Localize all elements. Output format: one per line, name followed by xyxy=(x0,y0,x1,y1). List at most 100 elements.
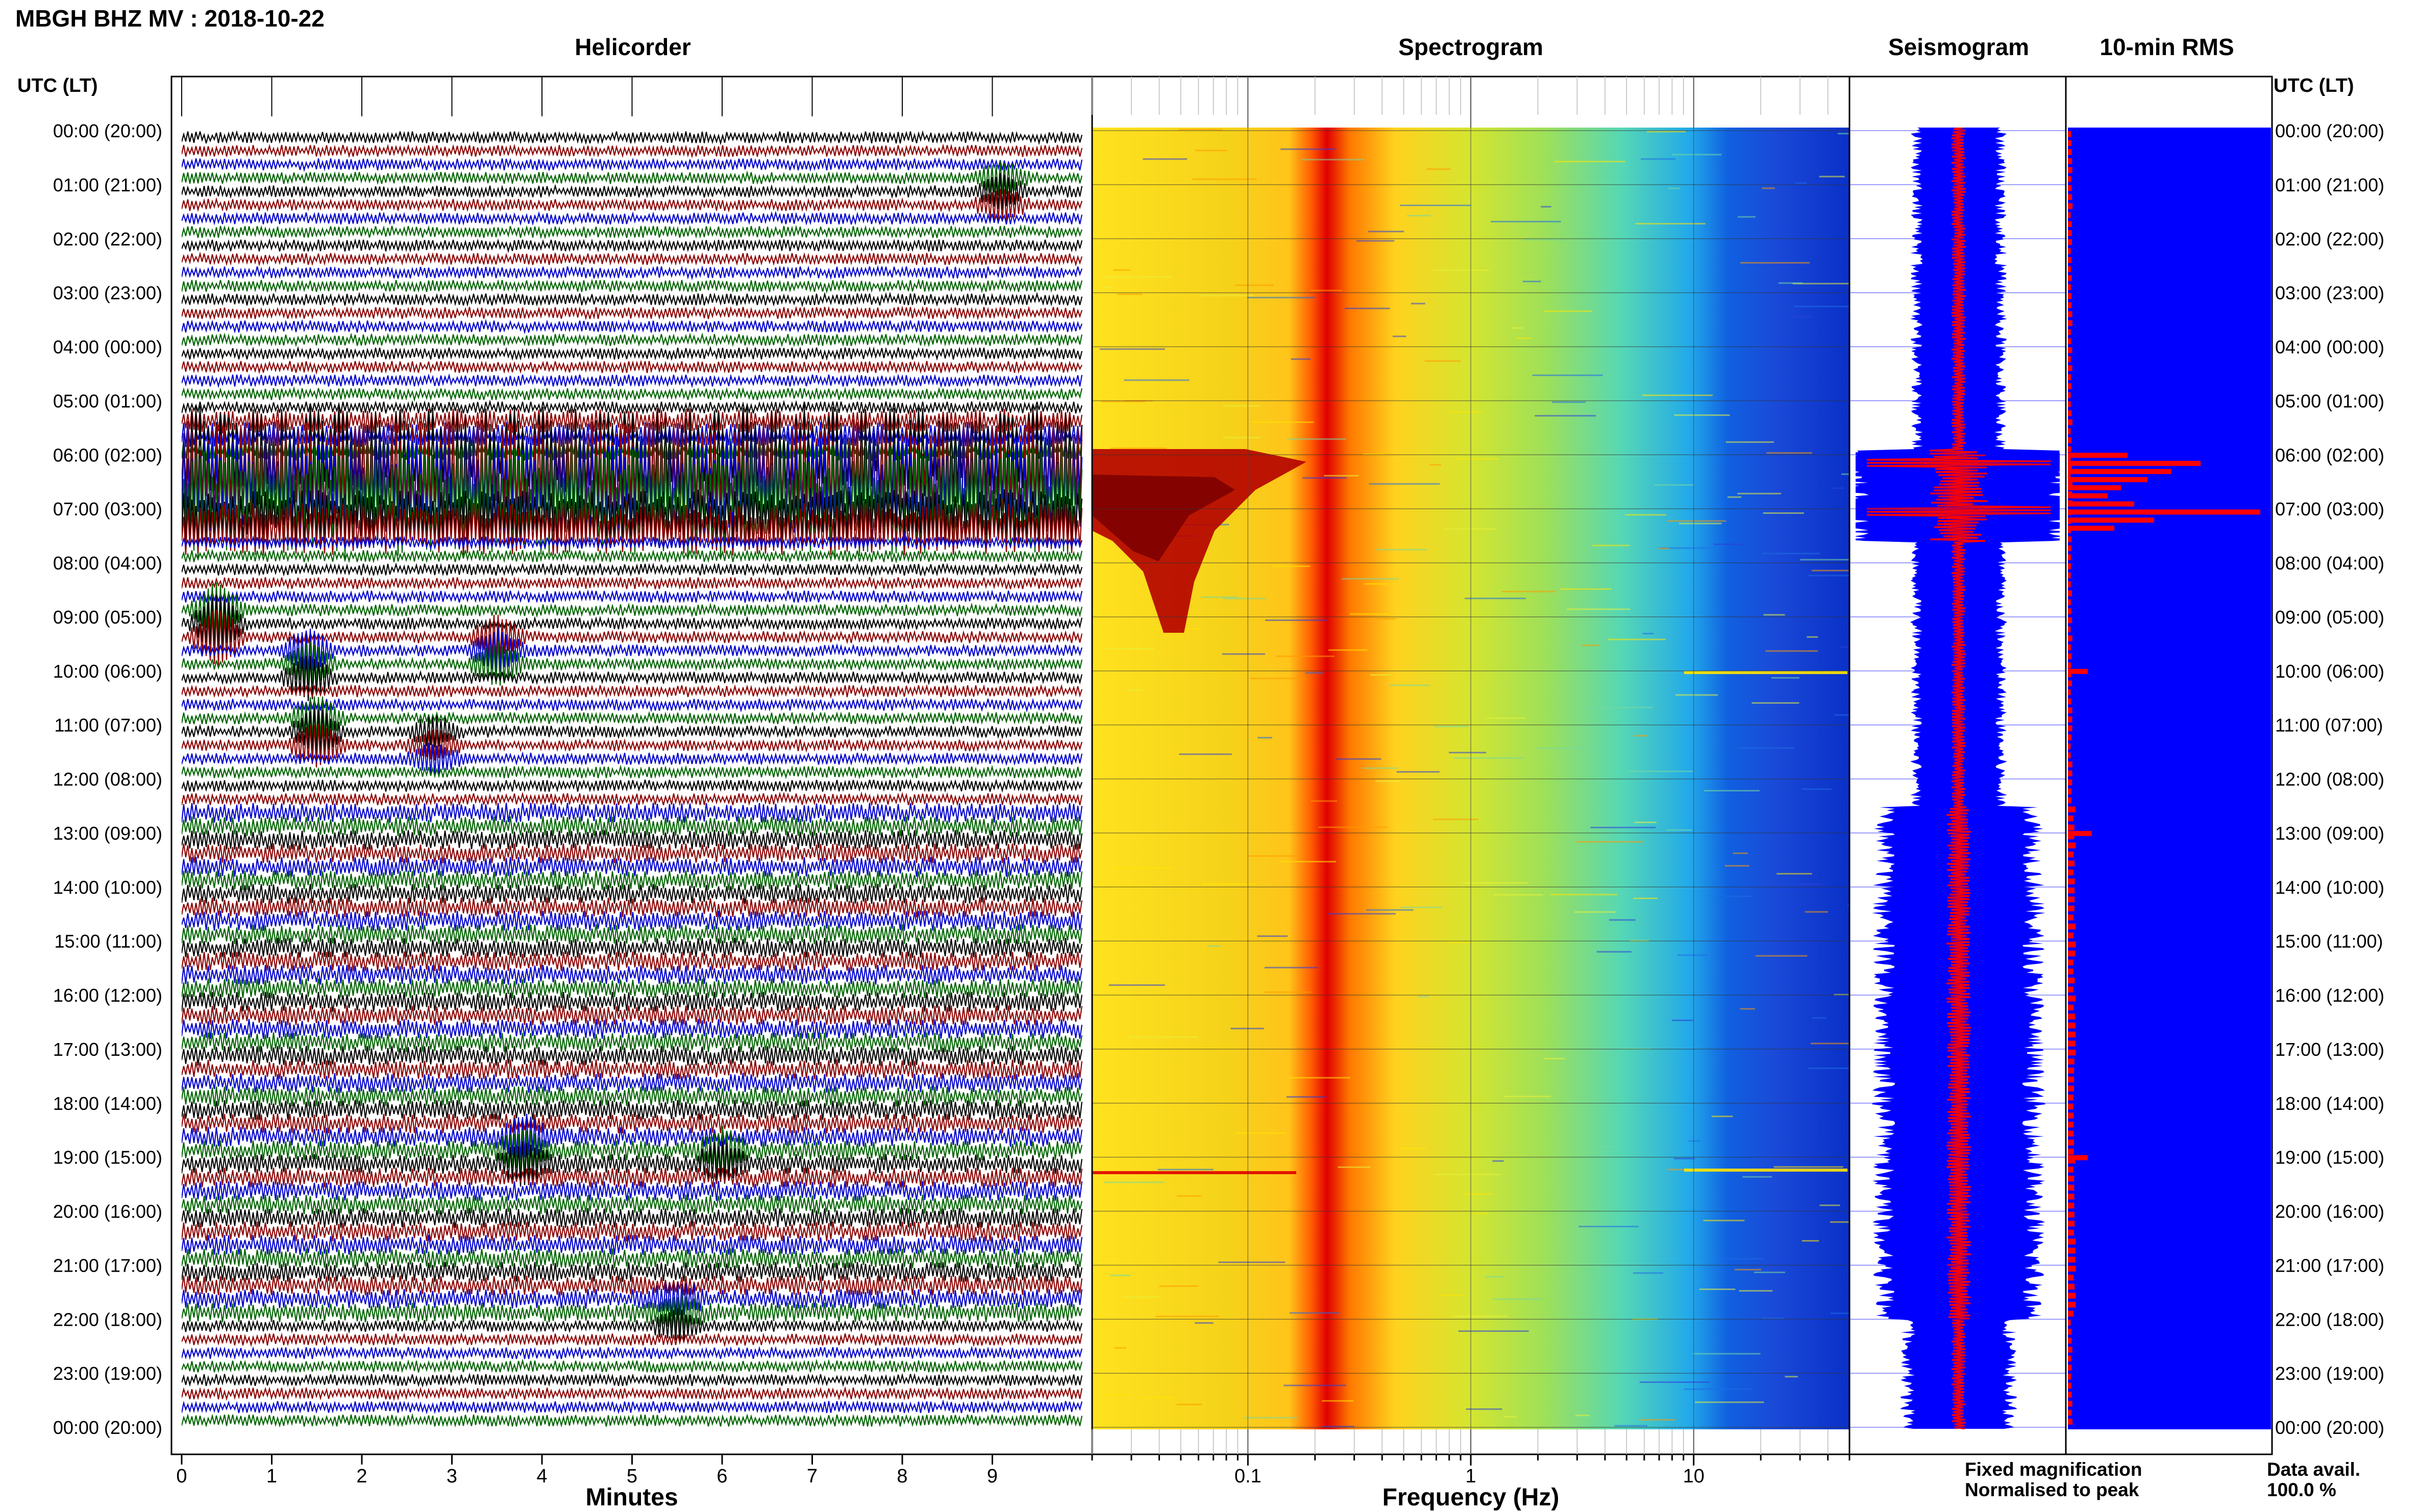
hour-label-right: 00:00 (20:00) xyxy=(2275,120,2384,141)
spectrogram-streak xyxy=(1113,269,1131,271)
spectrogram-streak xyxy=(1464,1193,1493,1195)
rms-bar xyxy=(2068,365,2072,371)
spectrogram-streak xyxy=(1465,598,1526,600)
rms-bar xyxy=(2068,1320,2071,1326)
spectrogram-streak xyxy=(1102,1394,1129,1396)
helicorder-trace-line xyxy=(182,224,1083,240)
spectrogram-streak xyxy=(1830,1221,1866,1223)
rms-bar xyxy=(2068,302,2072,308)
helicorder-trace-line xyxy=(182,640,1083,686)
rms-bar xyxy=(2068,969,2074,975)
spectrogram-streak xyxy=(1406,215,1431,217)
spectrogram-streak xyxy=(1667,1169,1686,1171)
spectrogram-streak xyxy=(1363,453,1385,455)
spectrogram-streaks xyxy=(1092,129,1902,1428)
spectrogram-streak xyxy=(1724,895,1754,897)
spectrogram-streak xyxy=(1762,1317,1784,1319)
spectrogram-streak xyxy=(1103,286,1114,288)
spectrogram-streak xyxy=(1143,158,1188,160)
spectrogram-streak xyxy=(1328,649,1368,651)
hour-label-left: 12:00 (08:00) xyxy=(53,769,162,790)
rms-bar xyxy=(2068,662,2071,668)
helicorder-trace-line xyxy=(182,1399,1083,1415)
spectrogram-streak xyxy=(1202,883,1256,885)
helicorder-trace-line xyxy=(182,1221,1083,1242)
spectrogram-streak xyxy=(1375,549,1427,551)
spectrogram-streak xyxy=(1155,1316,1220,1318)
hour-label-right: 23:00 (19:00) xyxy=(2275,1363,2384,1384)
spectrogram-streak xyxy=(1345,307,1390,309)
spectrogram-streak xyxy=(1396,771,1440,773)
spectrogram-streak xyxy=(1492,1298,1542,1300)
hour-label-left: 00:00 (20:00) xyxy=(53,120,162,141)
helicorder-tick-label: 1 xyxy=(266,1466,277,1487)
spectrogram-streak xyxy=(1462,882,1528,884)
spectrogram-streak xyxy=(1432,269,1489,271)
rms-bar xyxy=(2068,698,2071,705)
helicorder-tick-label: 8 xyxy=(897,1466,907,1487)
rms-bar xyxy=(2068,176,2071,182)
spectrogram-streak xyxy=(1199,294,1254,296)
helicorder-trace-line xyxy=(182,1373,1083,1388)
spectrogram-streak xyxy=(1585,706,1653,708)
spectrogram-streak xyxy=(1633,897,1658,899)
spectrogram-streak xyxy=(1740,262,1810,264)
helicorder-trace-line xyxy=(182,291,1083,307)
rms-bar xyxy=(2068,284,2071,290)
hour-label-left: 00:00 (20:00) xyxy=(53,1417,162,1438)
rms-title: 10-min RMS xyxy=(2100,34,2234,60)
rms-bar xyxy=(2068,1409,2072,1416)
spectrogram-streak xyxy=(1375,780,1400,782)
rms-bar xyxy=(2068,617,2072,624)
spectrogram-streak xyxy=(1599,1146,1614,1148)
rms-bar xyxy=(2068,914,2074,921)
helicorder-trace-line xyxy=(182,1294,1083,1333)
helicorder-trace-line xyxy=(182,1059,1083,1080)
rms-bar xyxy=(2068,1004,2074,1011)
spectrogram-streak xyxy=(1301,159,1364,161)
rms-bar xyxy=(2068,608,2071,614)
hour-label-right: 15:00 (11:00) xyxy=(2275,931,2383,952)
helicorder-trace-line xyxy=(182,857,1083,877)
spectrogram-streak xyxy=(1235,284,1274,286)
spectrogram-streak xyxy=(1671,1020,1693,1022)
spectrogram-streak xyxy=(1739,1290,1773,1292)
hour-label-right: 16:00 (12:00) xyxy=(2275,985,2384,1006)
spectrogram-streak xyxy=(1544,310,1592,312)
hour-label-left: 19:00 (15:00) xyxy=(53,1147,162,1168)
hour-label-right: 02:00 (22:00) xyxy=(2275,229,2384,250)
helicorder-trace-line xyxy=(182,130,1083,145)
hour-label-left: 15:00 (11:00) xyxy=(55,931,162,952)
spectrogram-streak xyxy=(1349,613,1390,615)
spectrogram-streak xyxy=(1275,655,1335,657)
spectrogram-streak xyxy=(1503,1416,1517,1418)
rms-bar xyxy=(2068,356,2071,362)
rms-bar xyxy=(2068,446,2071,453)
rms-bar xyxy=(2068,392,2071,399)
spectrogram-streak xyxy=(1251,421,1314,423)
hour-label-left: 22:00 (18:00) xyxy=(53,1309,162,1330)
rms-bar xyxy=(2068,1148,2074,1155)
rms-bar xyxy=(2068,464,2072,470)
spectrogram-streak xyxy=(1671,154,1722,156)
spectrogram-streak xyxy=(1740,1008,1755,1010)
spectrogram-streak xyxy=(1666,829,1693,831)
rms-bar xyxy=(2068,545,2071,552)
spectrogram-streak xyxy=(1248,855,1301,857)
station-title: MBGH BHZ MV : 2018-10-22 xyxy=(15,5,325,32)
spectrogram-streak xyxy=(1609,919,1636,921)
helicorder-trace-line xyxy=(182,549,1083,564)
spectrogram-streak xyxy=(1541,206,1551,208)
legend-fixed-magnification: Fixed magnification xyxy=(1965,1459,2142,1480)
rms-bar xyxy=(2068,725,2072,732)
helicorder-trace-line xyxy=(182,696,1083,741)
hour-label-right: 13:00 (09:00) xyxy=(2275,823,2384,844)
helicorder-trace-line xyxy=(182,1032,1083,1053)
rms-bar xyxy=(2068,401,2071,407)
seismogram-panel: Fixed magnification Normalised to peak xyxy=(1848,76,2142,1500)
spectrogram-streak xyxy=(1608,638,1666,640)
spectrogram-streak xyxy=(1504,1096,1551,1098)
spectrogram-streak xyxy=(1590,827,1656,829)
spectrogram-streak xyxy=(1102,276,1173,278)
rms-bar xyxy=(2068,896,2075,903)
